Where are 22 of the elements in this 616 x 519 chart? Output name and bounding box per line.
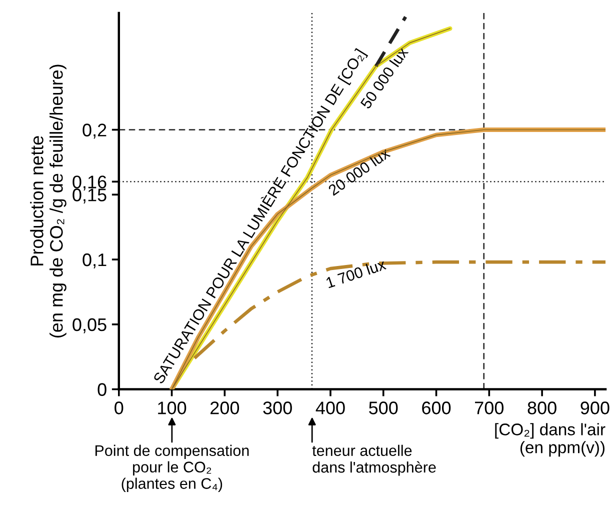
x-tick-label: 0: [114, 402, 124, 414]
y-tick-label: 0,05: [72, 318, 106, 334]
x-tick-label: 700: [475, 402, 504, 414]
y-tick-label: 0,2: [82, 124, 106, 139]
x-tick-label: 300: [263, 402, 292, 414]
x-tick-label: 400: [316, 402, 345, 414]
y-tick-label: 0,1: [82, 253, 106, 268]
text: 1 700 lux: [325, 258, 387, 288]
x-tick-label: 500: [369, 402, 398, 414]
x-tick-label: 800: [528, 402, 556, 414]
text: 20 000 lux: [327, 146, 391, 196]
x-tick-label: 100: [158, 402, 186, 414]
text: Point de compensation pour le CO₂ (plantes en C₄): [95, 444, 249, 492]
y-tick-label: 0,16: [72, 176, 106, 191]
x-axis-title: [CO₂] dans l'air (en ppm(v)): [495, 423, 606, 457]
y-tick-label: 0: [98, 383, 106, 396]
x-tick-label: 600: [422, 402, 451, 414]
x-tick-label: 900: [580, 402, 610, 414]
y-axis-title: Production nette (en mg de CO₂ /g de feuille/heure): [30, 64, 66, 338]
x-tick-label: 200: [210, 402, 240, 414]
text: teneur actuelle dans l'atmosphère: [312, 444, 436, 476]
y-tick-label: 0,15: [72, 188, 106, 204]
